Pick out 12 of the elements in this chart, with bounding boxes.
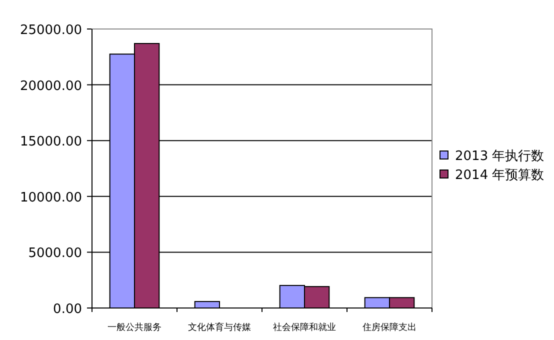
x-tick-label: 住房保障支出 (362, 322, 416, 333)
y-tick-label: 10000.00 (20, 190, 82, 206)
y-tick-label: 20000.00 (20, 78, 82, 94)
y-tick-label: 0.00 (53, 302, 82, 317)
y-tick-label: 25000.00 (20, 23, 82, 38)
legend-label: 2013 年执行数 (455, 149, 544, 164)
legend-label: 2014 年预算数 (455, 168, 544, 183)
x-tick-label: 社会保障和就业 (273, 322, 336, 333)
x-tick-label: 一般公共服务 (108, 322, 162, 333)
x-tick-label: 文化体育与传媒 (188, 322, 251, 333)
y-tick-label: 5000.00 (28, 246, 82, 262)
y-tick-label: 15000.00 (20, 134, 82, 150)
